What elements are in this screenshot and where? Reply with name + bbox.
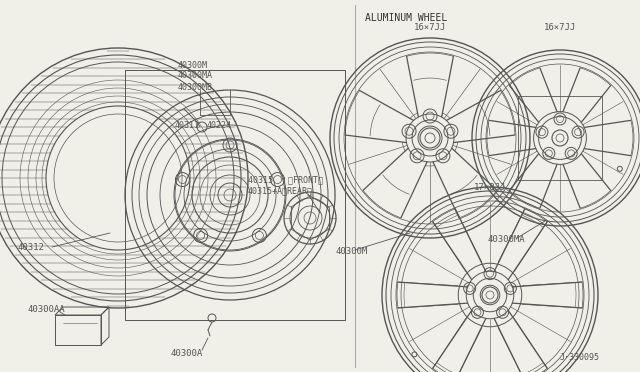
Text: 16×7JJ: 16×7JJ [414, 22, 446, 32]
Text: 40300MA: 40300MA [178, 71, 213, 80]
Text: 17×8JJ: 17×8JJ [474, 183, 506, 192]
Text: ALUMINUM WHEEL: ALUMINUM WHEEL [365, 13, 447, 23]
Text: 40312: 40312 [18, 244, 45, 253]
Text: 40311: 40311 [175, 121, 200, 129]
Text: 40300AA: 40300AA [28, 305, 66, 314]
Bar [518, 96, 602, 180]
Text: 40300M: 40300M [178, 61, 208, 70]
Text: 40315   〈FRONT〉: 40315 〈FRONT〉 [248, 176, 323, 185]
Text: 40315+A〈REAR〉: 40315+A〈REAR〉 [248, 186, 313, 196]
Text: J·330095: J·330095 [560, 353, 600, 362]
Bar [55, 315, 101, 345]
Text: 40224: 40224 [207, 121, 232, 129]
Text: 40300M: 40300M [335, 247, 367, 257]
Text: 40300MB: 40300MB [178, 83, 213, 92]
Text: 40300MA: 40300MA [487, 235, 525, 244]
Text: 16×7JJ: 16×7JJ [544, 22, 576, 32]
Text: 40300A: 40300A [171, 349, 203, 357]
